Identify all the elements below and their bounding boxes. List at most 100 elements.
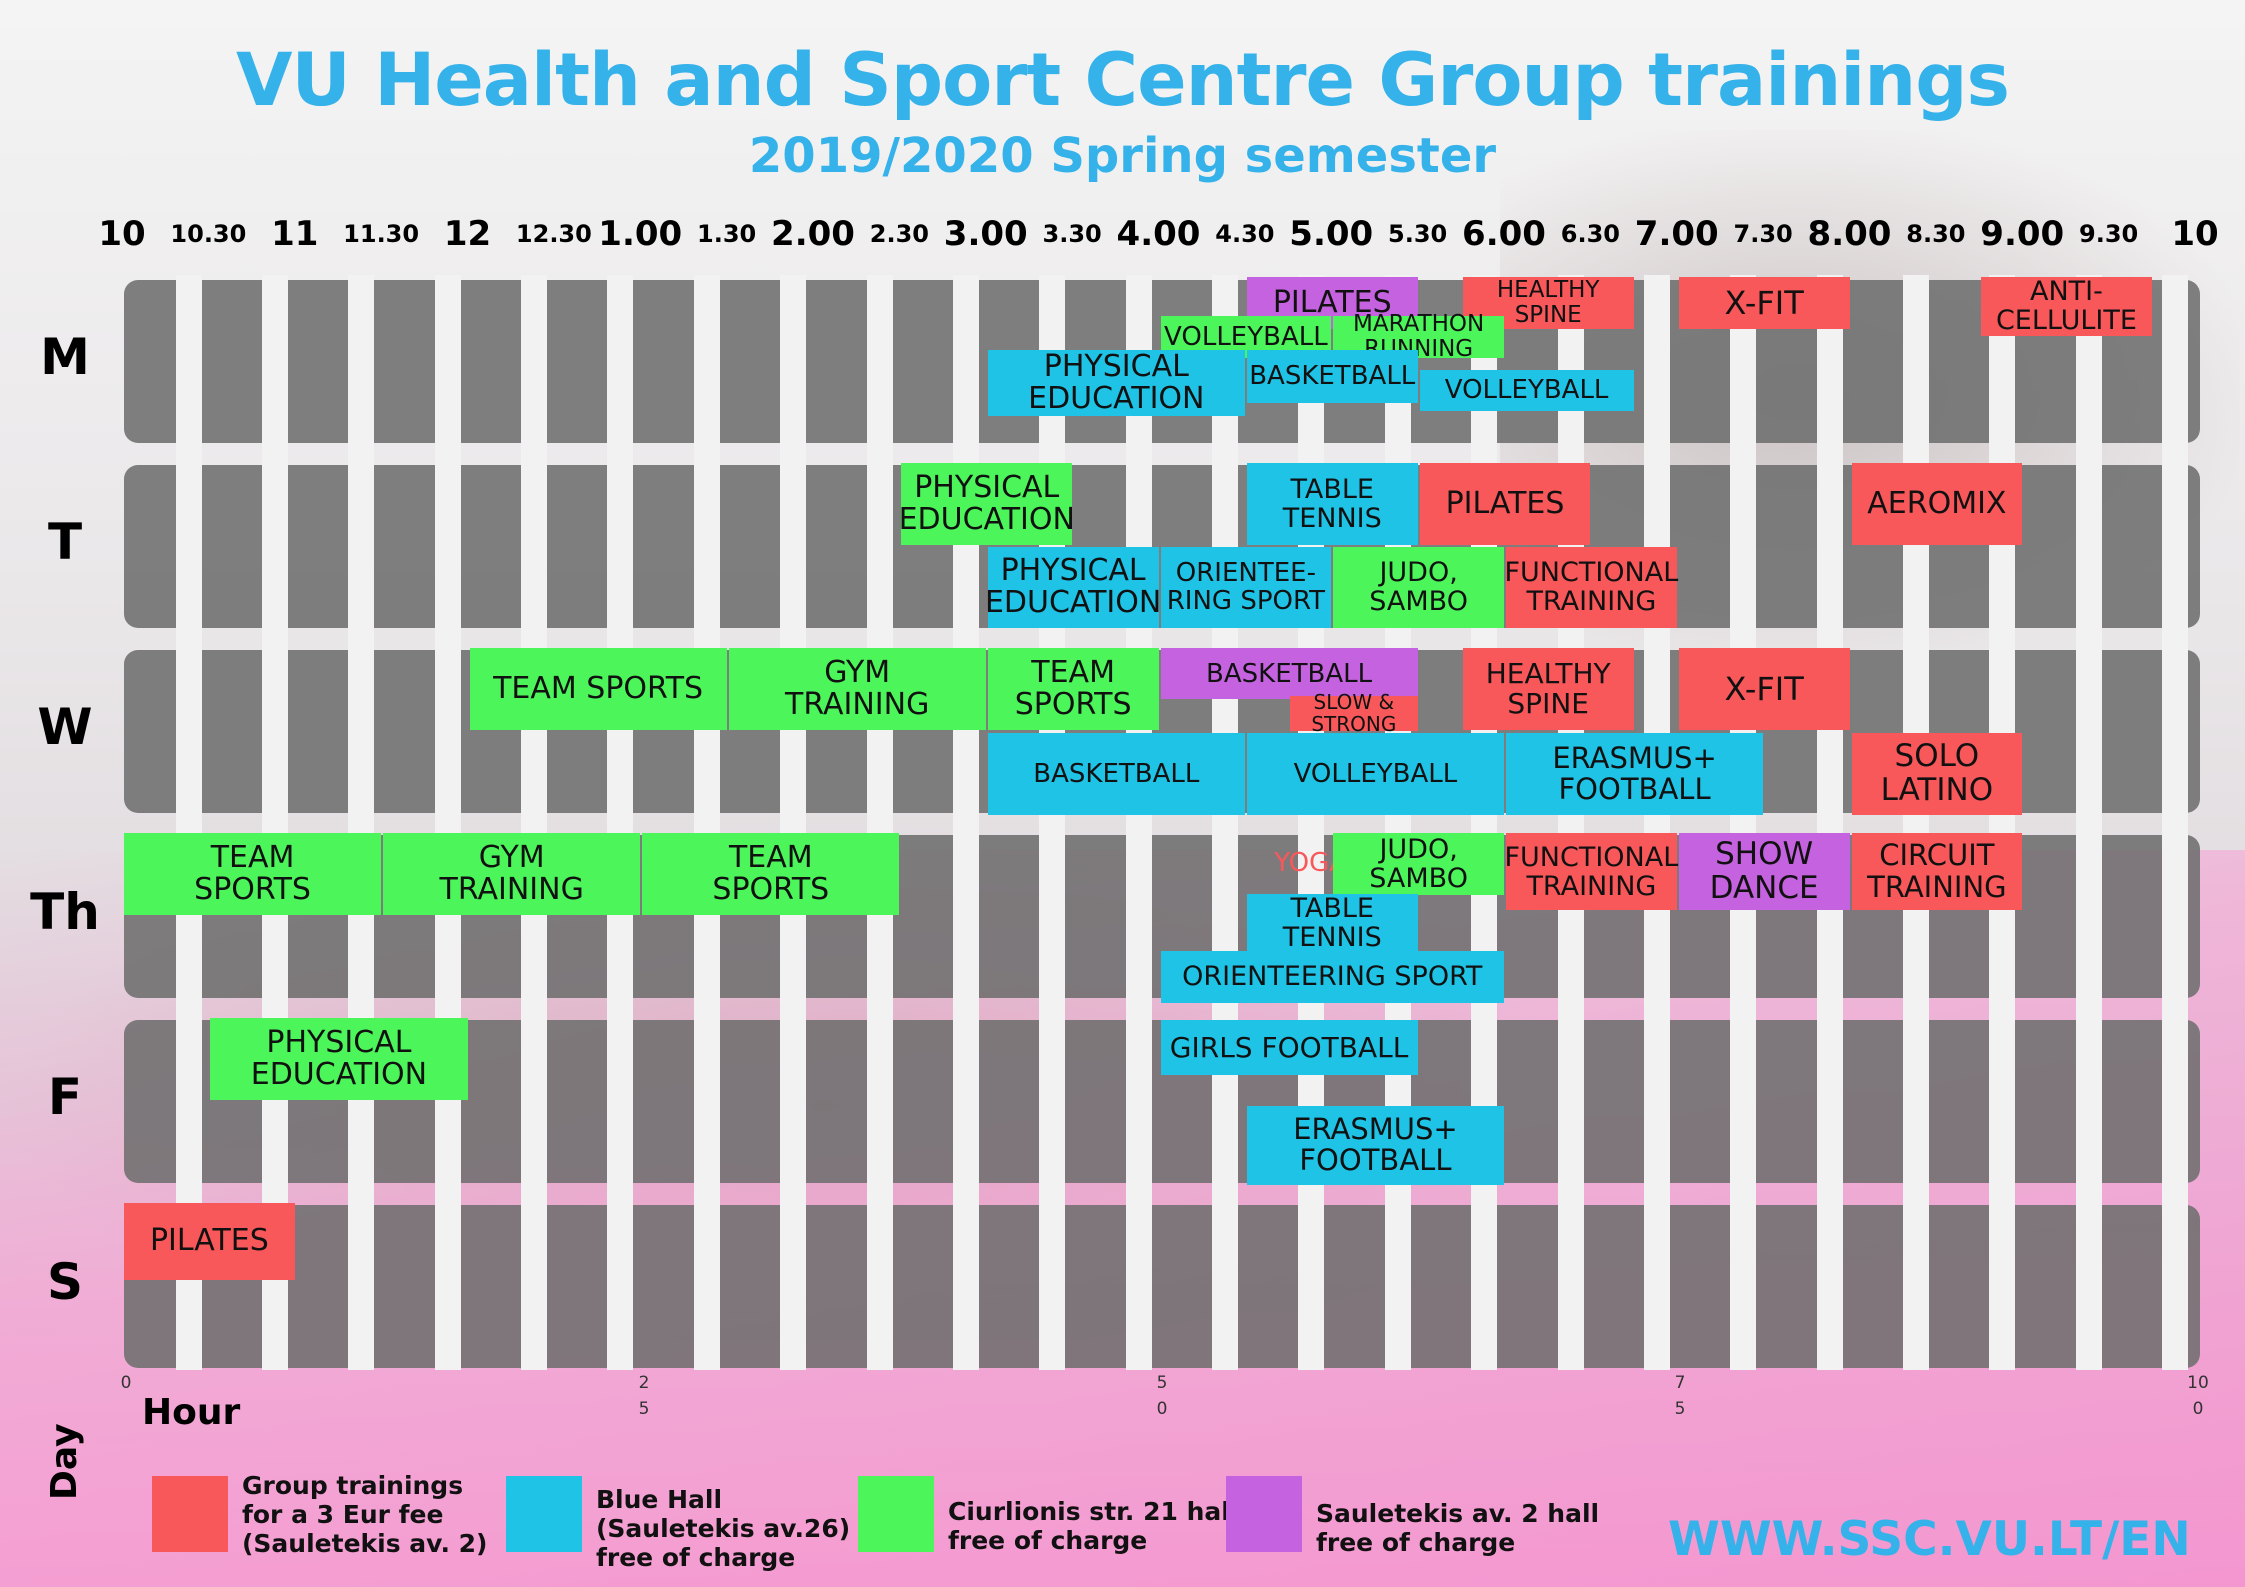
training-block[interactable]: BASKETBALL (1246, 350, 1418, 403)
axis-number-bottom: 0 (2192, 1399, 2204, 1420)
hour-label: 2.00 (771, 214, 855, 254)
legend-text: Group trainings for a 3 Eur fee (Saulete… (242, 1471, 488, 1558)
axis-number-top: 2 (638, 1373, 650, 1393)
training-block[interactable]: FUNCTIONAL TRAINING (1505, 546, 1678, 628)
hour-label: 9.00 (1980, 214, 2065, 254)
training-block[interactable]: HEALTHY SPINE (1462, 648, 1634, 730)
training-block[interactable]: SHOW DANCE (1678, 833, 1850, 910)
training-block[interactable]: TEAM SPORTS (642, 833, 900, 915)
hour-label: 10.30 (170, 220, 247, 248)
training-block[interactable]: GYM TRAINING (728, 648, 986, 730)
day-label: W (37, 698, 93, 756)
grid-stripe (1816, 275, 1843, 1370)
training-block[interactable]: TABLE TENNIS (1246, 463, 1418, 545)
hour-label: 2.30 (869, 220, 929, 248)
hour-label: 1.00 (598, 214, 683, 254)
training-block[interactable]: PILATES (1419, 463, 1591, 545)
training-block[interactable]: VOLLEYBALL (1160, 316, 1332, 359)
legend-swatch (858, 1476, 934, 1552)
training-block[interactable]: X-FIT (1678, 648, 1850, 730)
day-label: Th (30, 883, 100, 941)
grid-stripe (1643, 275, 1670, 1370)
axis-number-top: 0 (120, 1373, 132, 1393)
hour-label: 5.00 (1289, 214, 1374, 254)
training-block[interactable]: PHYSICAL EDUCATION (210, 1018, 468, 1100)
grid-stripe (952, 275, 979, 1370)
hour-label: 4.00 (1116, 214, 1201, 254)
page-subtitle: 2019/2020 Spring semester (748, 128, 1497, 184)
training-block[interactable]: SOLO LATINO (1851, 733, 2023, 815)
training-block[interactable]: ORIENTEE- RING SPORT (1160, 546, 1332, 628)
training-block[interactable]: TEAM SPORTS (469, 648, 727, 730)
grid-stripe (1384, 275, 1411, 1370)
training-block[interactable]: JUDO, SAMBO (1333, 833, 1504, 896)
hour-label: 1.30 (697, 220, 757, 248)
training-block[interactable]: GIRLS FOOTBALL (1160, 1020, 1418, 1076)
training-block[interactable]: ERASMUS+ FOOTBALL (1506, 733, 1764, 815)
hour-label: 3.00 (943, 214, 1028, 254)
training-block[interactable]: JUDO, SAMBO (1333, 546, 1504, 628)
page-title: VU Health and Sport Centre Group trainin… (236, 38, 2010, 123)
hour-label: 10 (98, 214, 146, 254)
grid-stripe (261, 275, 288, 1370)
hour-label: 7.00 (1634, 214, 1719, 254)
grid-stripe (780, 275, 807, 1370)
legend-text: Sauletekis av. 2 hall free of charge (1316, 1499, 1600, 1557)
hour-label: 8.30 (1906, 220, 1966, 248)
grid-stripe (1903, 275, 1930, 1370)
training-block[interactable]: ERASMUS+ FOOTBALL (1246, 1106, 1504, 1185)
training-block[interactable]: VOLLEYBALL (1419, 369, 1634, 411)
training-block[interactable]: SLOW & STRONG (1290, 691, 1418, 734)
training-block[interactable]: PHYSICAL EDUCATION (987, 350, 1245, 416)
training-block[interactable]: GYM TRAINING (383, 833, 641, 915)
hour-label: 12 (443, 214, 492, 254)
grid-stripe (693, 275, 720, 1370)
training-block[interactable]: VOLLEYBALL (1246, 733, 1504, 815)
grid-stripe (2162, 275, 2189, 1370)
training-block[interactable]: BASKETBALL (1160, 648, 1418, 699)
training-block[interactable]: X-FIT (1678, 277, 1850, 330)
grid-stripe (1989, 275, 2016, 1370)
grid-stripe (521, 275, 548, 1370)
hour-label: 11 (271, 214, 319, 254)
training-block[interactable]: TEAM SPORTS (124, 833, 382, 915)
hour-label: 10 (2171, 214, 2219, 254)
training-block[interactable]: PHYSICAL EDUCATION (899, 463, 1075, 545)
hour-label: 6.00 (1462, 214, 1546, 254)
hour-label: 7.30 (1733, 220, 1793, 248)
axis-number: 10 0 (2187, 1370, 2209, 1423)
axis-number-bottom: 5 (1674, 1399, 1686, 1420)
hour-label: 5.30 (1388, 220, 1448, 248)
training-block[interactable]: PILATES (124, 1203, 295, 1280)
legend-swatch (152, 1476, 228, 1552)
axis-day-label: Day (44, 1423, 85, 1500)
day-label: T (47, 513, 83, 571)
training-block[interactable]: AEROMIX (1851, 463, 2023, 545)
hour-label: 11.30 (343, 220, 420, 248)
legend-swatch (1226, 1476, 1302, 1552)
training-block[interactable]: ORIENTEERING SPORT (1160, 950, 1504, 1003)
training-block[interactable]: FUNCTIONAL TRAINING (1505, 833, 1678, 910)
training-block[interactable]: ANTI- CELLULITE (1981, 277, 2152, 336)
axis-number-bottom: 0 (1156, 1399, 1168, 1420)
training-block[interactable]: CIRCUIT TRAINING (1851, 833, 2023, 910)
training-block[interactable]: PHYSICAL EDUCATION (985, 546, 1161, 628)
training-block[interactable]: TABLE TENNIS (1246, 893, 1418, 953)
hour-label: 12.30 (515, 220, 592, 248)
axis-number-bottom: 5 (638, 1399, 650, 1420)
website-link[interactable]: WWW.SSC.VU.LT/EN (1668, 1512, 2191, 1567)
hour-label: 8.00 (1807, 214, 1892, 254)
axis-number-top: 10 (2187, 1373, 2209, 1393)
hour-label: 6.30 (1560, 220, 1620, 248)
grid-stripe (348, 275, 375, 1370)
training-block[interactable]: BASKETBALL (987, 733, 1245, 815)
day-row-background (124, 1205, 2200, 1368)
grid-stripe (866, 275, 893, 1370)
training-block[interactable]: TEAM SPORTS (987, 648, 1159, 730)
hour-label: 3.30 (1042, 220, 1102, 248)
grid-stripe (1730, 275, 1757, 1370)
grid-stripe (607, 275, 634, 1370)
grid-stripe (1039, 275, 1066, 1370)
